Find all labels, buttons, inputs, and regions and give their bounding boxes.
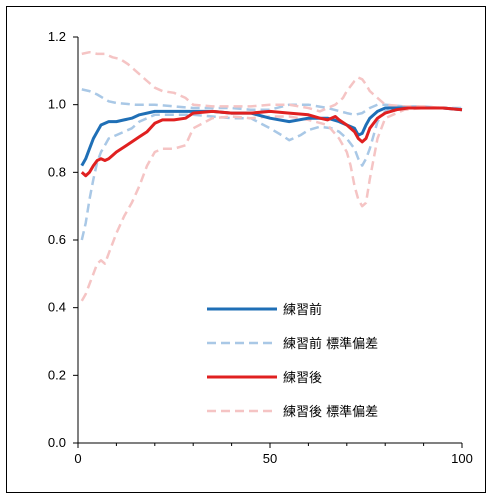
axes	[73, 36, 463, 448]
y-tick-label: 0.6	[48, 232, 66, 247]
legend-label: 練習後	[283, 371, 322, 386]
series-line-1	[80, 106, 463, 241]
y-tick-label: 0.4	[48, 300, 66, 315]
series-line-5	[81, 50, 463, 113]
legend-label: 練習前 標準偏差	[283, 336, 378, 352]
legend-label: 練習後 標準偏差	[283, 404, 378, 420]
y-tick-label: 0.0	[48, 435, 66, 450]
y-tick-label: 1.2	[48, 29, 66, 44]
series-lines	[80, 50, 463, 302]
x-tick-label: 0	[74, 451, 81, 466]
y-tick-label: 0.8	[48, 164, 66, 179]
legend-label: 練習前	[283, 302, 322, 318]
series-line-3	[80, 106, 463, 178]
x-tick-label: 100	[451, 451, 473, 466]
chart-frame: 0.0 0.2 0.4 0.6 0.8 1.0 1.2 0 50 100 練習前練習前 標準偏差練…	[6, 6, 486, 493]
y-tick-label: 1.0	[48, 97, 66, 112]
y-tick-label: 0.2	[48, 367, 66, 382]
tick-labels: 0.0 0.2 0.4 0.6 0.8 1.0 1.2 0 50 100	[48, 29, 473, 466]
x-tick-label: 50	[263, 451, 277, 466]
series-line-2	[81, 88, 462, 117]
